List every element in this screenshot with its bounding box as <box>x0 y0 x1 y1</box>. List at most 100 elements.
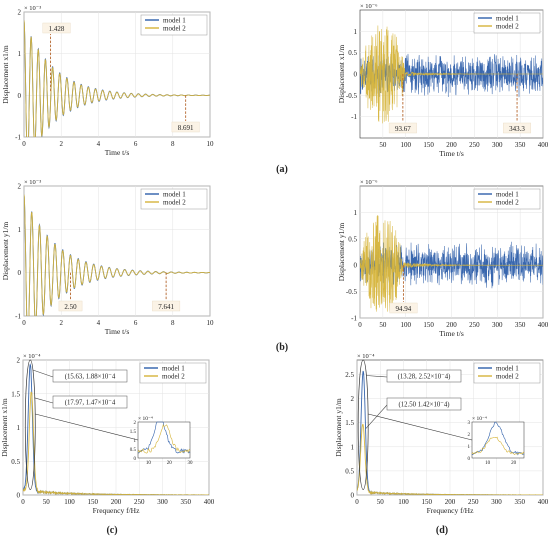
x-tick-label: 50 <box>379 141 387 149</box>
point-label-leader <box>33 369 54 378</box>
x-tick-label: 0 <box>355 498 359 506</box>
point-label: (13.28, 2.52×10⁻4) <box>398 374 451 381</box>
point-label-box <box>386 397 462 411</box>
inset-series-1 <box>471 421 525 456</box>
legend-entry: model 2 <box>496 23 519 31</box>
y-tick-label: -1 <box>351 113 357 121</box>
y-tick-label: 1 <box>18 50 22 58</box>
legend-entry: model 1 <box>163 191 186 199</box>
y-axis-label: Displacement y1/m <box>1 222 10 281</box>
y-axis-label: Displacement y1/m <box>334 398 343 457</box>
y-tick-label: -1 <box>15 134 21 142</box>
x-tick-label: 250 <box>134 498 145 506</box>
inset-y-tick: 2 <box>468 433 471 438</box>
annotation-label: 93.67 <box>395 125 411 133</box>
inset-y-tick: 3 <box>468 421 471 426</box>
chart-a-right: 50 100 150 200 250 300 350 400 -1 -0.5 0 0.5 1 × 10⁻⁶… <box>337 3 549 158</box>
y-tick-label: 0 <box>351 492 355 500</box>
x-tick-label: 200 <box>446 141 457 149</box>
point-label-box <box>386 369 462 383</box>
y-tick-label: 0 <box>18 92 22 100</box>
legend-entry: model 1 <box>496 365 519 373</box>
y-tick-label: 0 <box>18 269 22 277</box>
y-tick-label: 0 <box>17 492 21 500</box>
y-tick-label: 0.5 <box>345 467 354 475</box>
annotation-label-bg <box>42 22 71 34</box>
inset-x-tick: 10 <box>146 461 152 466</box>
x-tick-label: 200 <box>111 498 122 506</box>
peak-highlight-ellipse <box>24 359 36 490</box>
inset-y-tick: 0 <box>134 457 137 462</box>
x-tick-label: 150 <box>423 141 434 149</box>
annotation-label-bg <box>389 302 418 314</box>
legend-entry: model 1 <box>496 15 519 23</box>
panel-label: (a) <box>276 164 288 175</box>
panel-label: (c) <box>106 525 117 536</box>
y-tick-label: 2 <box>18 183 22 191</box>
inset: × 10⁻⁴ 10 20 30 0 0.5 1 1.5 2 <box>130 416 193 466</box>
x-tick-label: 200 <box>446 321 457 329</box>
annotation-label: 343.3 <box>509 125 525 133</box>
y-tick-label: 0 <box>354 262 358 270</box>
inset-x-tick: 20 <box>511 461 517 466</box>
inset-y-tick: 0.5 <box>130 448 137 453</box>
inset-y-tick: 2 <box>134 421 137 426</box>
legend-entry: model 1 <box>163 17 186 25</box>
x-tick-label: 200 <box>445 498 456 506</box>
annotation-label-bg <box>171 121 200 133</box>
y-tick-label: 0 <box>354 71 358 79</box>
inset-exponent: × 10⁻⁴ <box>472 416 487 422</box>
panel-label: (b) <box>276 342 288 353</box>
y-tick-label: 2.5 <box>345 371 354 379</box>
y-tick-label: -1 <box>15 313 21 321</box>
y-tick-label: 2 <box>18 9 22 17</box>
legend-entry: model 1 <box>162 365 185 373</box>
x-tick-label: 100 <box>64 498 75 506</box>
x-tick-label: 400 <box>204 498 215 506</box>
panel-label: (d) <box>436 525 448 536</box>
series-line-2 <box>23 391 209 495</box>
x-tick-label: 400 <box>538 321 549 329</box>
inset-y-tick: 0 <box>468 457 471 462</box>
x-tick-label: 300 <box>491 498 502 506</box>
x-tick-label: 0 <box>22 140 26 148</box>
peak-highlight-ellipse <box>357 359 369 490</box>
point-label-leader <box>34 397 54 404</box>
inset: × 10⁻⁴ 10 20 0 1 2 3 <box>468 416 525 466</box>
inset-series-2 <box>471 436 525 455</box>
point-label: (12.50 1.42×10⁻4) <box>398 402 449 409</box>
x-axis-label: Time t/s <box>105 327 130 336</box>
x-tick-label: 2 <box>59 319 63 327</box>
x-tick-label: 100 <box>398 498 409 506</box>
x-tick-label: 300 <box>157 498 168 506</box>
x-tick-label: 2 <box>59 140 63 148</box>
x-axis-label: Time t/s <box>105 148 130 157</box>
inset-series-2 <box>137 424 191 454</box>
x-axis-label: Frequency f/Hz <box>427 506 475 515</box>
y-tick-label: 2 <box>351 395 355 403</box>
point-label-box <box>52 369 128 383</box>
x-tick-label: 300 <box>492 141 503 149</box>
point-label: (17.97, 1.47×10⁻4 <box>65 400 116 407</box>
point-label-leader <box>365 404 388 429</box>
y-tick-label: 0.5 <box>348 49 357 57</box>
axis-exponent: × 10⁻⁴ <box>23 353 41 360</box>
x-tick-label: 250 <box>469 321 480 329</box>
x-tick-label: 10 <box>207 140 215 148</box>
annotation-label-bg <box>503 122 532 134</box>
x-axis-label: Time t/s <box>439 149 464 158</box>
x-tick-label: 250 <box>469 141 480 149</box>
x-tick-label: 8 <box>171 140 175 148</box>
x-tick-label: 250 <box>468 498 479 506</box>
legend-entry: model 2 <box>162 373 185 381</box>
y-tick-label: 0.5 <box>11 458 20 466</box>
y-tick-label: 1.5 <box>11 390 20 398</box>
